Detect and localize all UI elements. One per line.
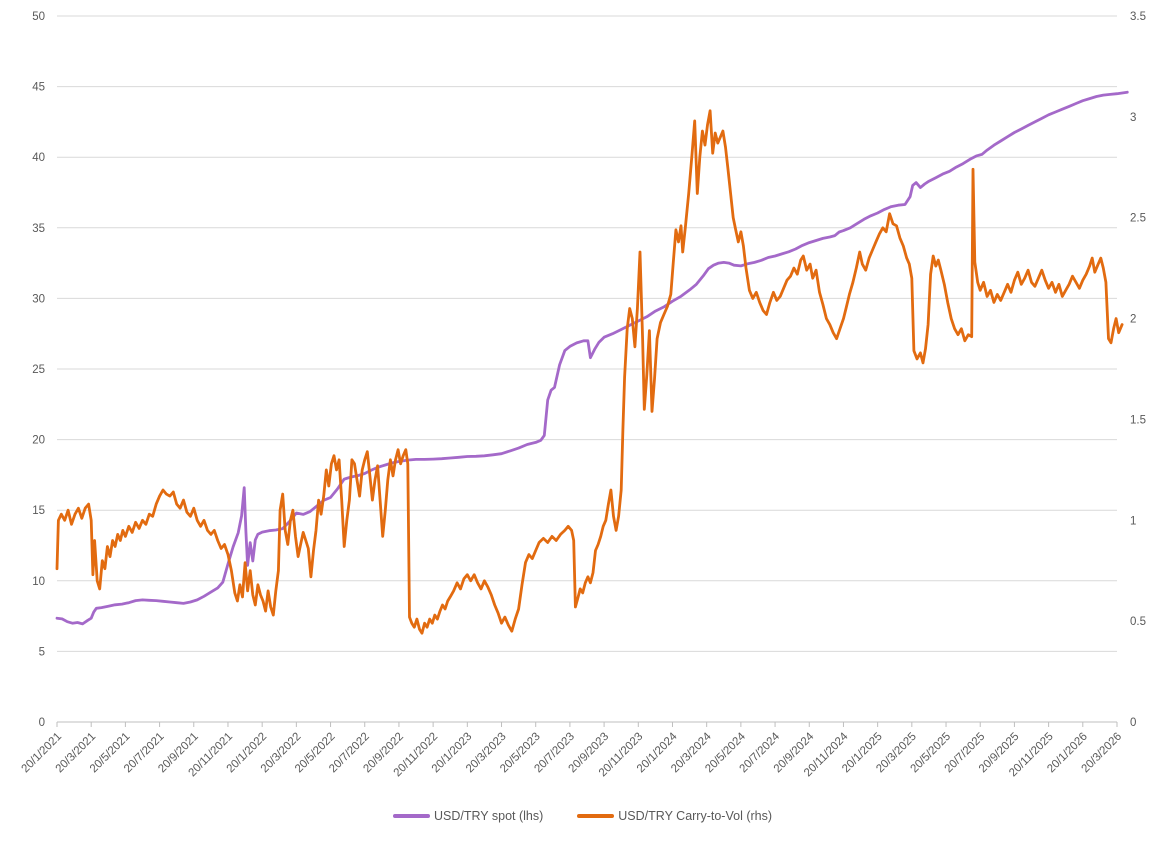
legend-swatch-carry-to-vol-line (577, 814, 615, 818)
y-axis-right-tick-label: 0 (1130, 717, 1136, 729)
series-carry-to-vol-line (55, 109, 1124, 635)
series-usdtry-spot-line (55, 90, 1129, 626)
y-axis-left-tick-label: 50 (32, 11, 45, 23)
legend-label-usdtry-spot: USD/TRY spot (lhs) (433, 809, 544, 823)
y-axis-right-tick-label: 1 (1130, 515, 1136, 527)
y-axis-left-tick-label: 40 (32, 152, 45, 164)
y-axis-right-labels-group: 0 0.5 1 1.5 2 2.5 3 3.5 (1130, 11, 1146, 729)
y-axis-left-labels-group: 0 5 10 15 20 25 30 35 40 45 50 (32, 11, 45, 729)
y-axis-right-tick-label: 3 (1130, 112, 1136, 124)
y-axis-left-tick-label: 25 (32, 364, 45, 376)
legend-item-carry-to-vol[interactable]: USD/TRY Carry-to-Vol (rhs) (577, 809, 772, 823)
y-axis-right-tick-label: 3.5 (1130, 11, 1146, 23)
chart-legend: USD/TRY spot (lhs) USD/TRY Carry-to-Vol … (0, 809, 1165, 823)
y-axis-left-tick-label: 5 (39, 646, 45, 658)
y-axis-right-tick-label: 0.5 (1130, 616, 1146, 628)
y-axis-right-tick-label: 2 (1130, 314, 1136, 326)
legend-swatch-usdtry-spot-line (392, 814, 430, 818)
y-axis-left-tick-label: 35 (32, 223, 45, 235)
y-axis-left-tick-label: 30 (32, 293, 45, 305)
y-axis-right-tick-label: 1.5 (1130, 414, 1146, 426)
x-axis-group (56, 721, 1118, 727)
legend-item-usdtry-spot[interactable]: USD/TRY spot (lhs) (392, 809, 544, 823)
y-axis-right-tick-label: 2.5 (1130, 213, 1146, 225)
y-axis-left-tick-label: 0 (39, 717, 45, 729)
y-axis-left-tick-label: 15 (32, 505, 45, 517)
legend-label-carry-to-vol: USD/TRY Carry-to-Vol (rhs) (618, 809, 773, 823)
y-axis-left-tick-label: 45 (32, 82, 45, 94)
y-axis-left-tick-label: 10 (32, 576, 45, 588)
y-axis-left-tick-label: 20 (32, 435, 45, 447)
series-group (55, 90, 1129, 635)
x-axis-labels-group: 20/1/202120/3/202120/5/202120/7/202120/9… (19, 730, 1124, 779)
